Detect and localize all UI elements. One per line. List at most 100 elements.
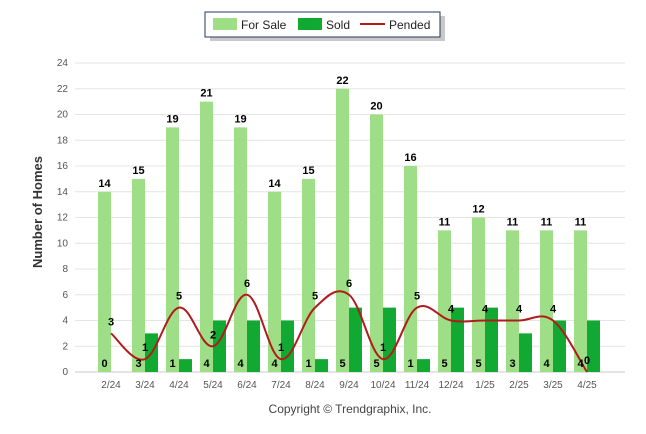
- x-tick-label: 1/25: [475, 380, 495, 391]
- y-tick-label: 6: [62, 290, 68, 301]
- label-sold: 1: [305, 358, 311, 370]
- pended-line: [110, 290, 588, 373]
- bar-sold: [315, 359, 328, 372]
- label-sold: 4: [543, 358, 550, 370]
- label-sold: 5: [373, 358, 379, 370]
- x-tick-label: 4/25: [577, 380, 597, 391]
- label-pended: 1: [142, 342, 148, 354]
- label-for-sale: 15: [132, 165, 144, 177]
- label-pended: 4: [550, 304, 557, 316]
- bar-sold: [383, 307, 396, 372]
- label-sold: 3: [135, 358, 141, 370]
- y-tick-label: 18: [57, 135, 69, 146]
- label-sold: 5: [441, 358, 447, 370]
- bars: [98, 88, 600, 372]
- legend-swatch-sold: [298, 18, 322, 30]
- bar-for-sale: [132, 178, 145, 372]
- y-tick-label: 20: [57, 110, 69, 121]
- bar-for-sale: [98, 191, 111, 372]
- x-tick-label: 12/24: [438, 380, 463, 391]
- x-tick-label: 6/24: [237, 380, 257, 391]
- label-pended: 5: [312, 291, 318, 303]
- legend-label-sold: Sold: [326, 18, 350, 32]
- bar-for-sale: [472, 217, 485, 372]
- bar-sold: [553, 320, 566, 372]
- x-tick-label: 4/24: [169, 380, 189, 391]
- label-for-sale: 11: [575, 216, 587, 228]
- label-for-sale: 19: [234, 113, 246, 125]
- y-tick-label: 0: [62, 367, 68, 378]
- copyright-text: Copyright © Trendgraphix, Inc.: [269, 402, 432, 416]
- label-sold: 1: [407, 358, 413, 370]
- label-pended: 0: [584, 355, 590, 367]
- label-for-sale: 11: [541, 216, 553, 228]
- bar-for-sale: [540, 230, 553, 372]
- label-pended: 6: [346, 278, 352, 290]
- bar-for-sale: [336, 88, 349, 372]
- label-sold: 4: [203, 358, 210, 370]
- legend-swatch-for-sale: [213, 18, 237, 30]
- label-sold: 1: [169, 358, 175, 370]
- label-for-sale: 20: [370, 101, 382, 113]
- bar-for-sale: [302, 178, 315, 372]
- y-axis-label: Number of Homes: [30, 156, 45, 268]
- y-tick-label: 14: [57, 187, 69, 198]
- bar-for-sale: [506, 230, 519, 372]
- label-sold: 5: [475, 358, 481, 370]
- y-tick-label: 4: [62, 316, 68, 327]
- x-axis-ticks: 2/24 3/24 4/24 5/24 6/24 7/24 8/24 9/24 10/24 11/…: [101, 380, 597, 391]
- x-tick-label: 8/24: [305, 380, 325, 391]
- label-for-sale: 16: [404, 152, 416, 164]
- bar-sold: [485, 307, 498, 372]
- bar-sold: [451, 307, 464, 372]
- label-sold: 3: [509, 358, 515, 370]
- bar-for-sale: [166, 127, 179, 372]
- y-tick-label: 2: [62, 341, 68, 352]
- label-pended: 1: [278, 342, 284, 354]
- x-tick-label: 10/24: [370, 380, 395, 391]
- bar-sold: [587, 320, 600, 372]
- label-for-sale: 14: [98, 178, 111, 190]
- label-pended: 6: [244, 278, 250, 290]
- bar-sold: [349, 307, 362, 372]
- label-pended: 5: [176, 291, 182, 303]
- legend-label-for-sale: For Sale: [241, 18, 287, 32]
- bar-for-sale: [200, 101, 213, 372]
- x-tick-label: 7/24: [271, 380, 291, 391]
- y-tick-label: 12: [57, 213, 69, 224]
- bar-sold: [417, 359, 430, 372]
- label-for-sale: 12: [472, 204, 484, 216]
- label-for-sale: 19: [166, 113, 178, 125]
- label-for-sale: 14: [268, 178, 281, 190]
- label-sold: 0: [101, 358, 107, 370]
- x-tick-label: 3/25: [543, 380, 563, 391]
- bar-for-sale: [438, 230, 451, 372]
- y-tick-label: 16: [57, 161, 69, 172]
- label-sold: 5: [339, 358, 345, 370]
- bar-for-sale: [370, 114, 383, 372]
- x-tick-label: 9/24: [339, 380, 359, 391]
- label-pended: 4: [448, 304, 455, 316]
- label-pended: 5: [414, 291, 420, 303]
- label-pended: 4: [482, 304, 489, 316]
- label-for-sale: 11: [507, 216, 519, 228]
- label-sold: 4: [237, 358, 244, 370]
- y-tick-label: 8: [62, 264, 68, 275]
- bar-sold: [247, 320, 260, 372]
- y-tick-label: 10: [57, 238, 69, 249]
- label-pended: 1: [380, 342, 386, 354]
- label-for-sale: 15: [302, 165, 314, 177]
- x-tick-label: 5/24: [203, 380, 223, 391]
- bar-for-sale: [234, 127, 247, 372]
- label-sold: 4: [577, 358, 584, 370]
- label-pended: 3: [108, 316, 114, 328]
- label-sold: 4: [271, 358, 278, 370]
- data-labels: 1401531912141941441512252051611151251131…: [98, 75, 590, 370]
- bar-sold: [179, 359, 192, 372]
- label-for-sale: 21: [200, 88, 212, 100]
- x-tick-label: 2/24: [101, 380, 121, 391]
- y-tick-label: 24: [57, 58, 69, 69]
- legend-label-pended: Pended: [389, 18, 430, 32]
